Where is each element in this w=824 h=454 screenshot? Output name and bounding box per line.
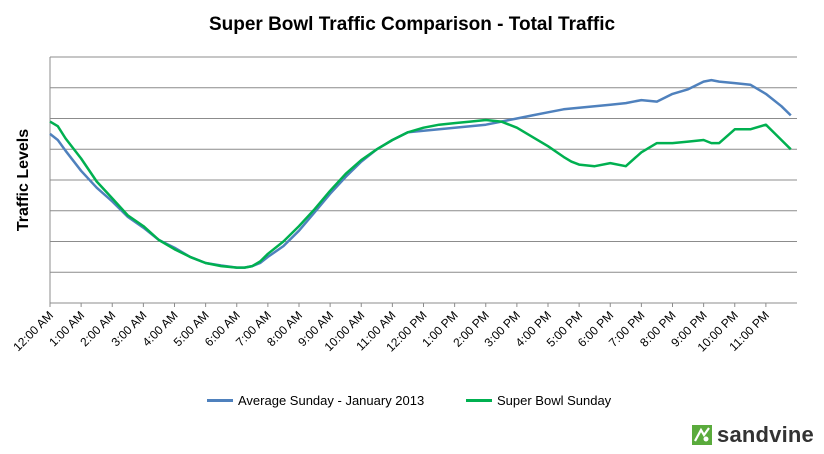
legend-swatch-average-sunday (207, 399, 233, 402)
series-line-super-bowl-sunday (49, 118, 792, 269)
legend-label-average-sunday: Average Sunday - January 2013 (238, 393, 425, 408)
sandvine-logo: sandvine (691, 422, 814, 448)
sandvine-logo-icon (692, 425, 713, 445)
legend-label-super-bowl-sunday: Super Bowl Sunday (497, 393, 612, 408)
x-tick-label: 12:00 AM (10, 308, 56, 354)
legend-swatch-super-bowl-sunday (466, 399, 492, 402)
series-line-average-sunday (49, 78, 792, 269)
brand-name: sandvine (717, 422, 814, 447)
legend-item-average-sunday: Average Sunday - January 2013 (207, 393, 424, 408)
line-chart: 12:00 AM1:00 AM2:00 AM3:00 AM4:00 AM5:00… (10, 56, 797, 354)
legend-item-super-bowl-sunday: Super Bowl Sunday (466, 393, 611, 408)
legend: Average Sunday - January 2013 Super Bowl… (0, 393, 824, 413)
chart-title: Super Bowl Traffic Comparison - Total Tr… (208, 14, 616, 35)
